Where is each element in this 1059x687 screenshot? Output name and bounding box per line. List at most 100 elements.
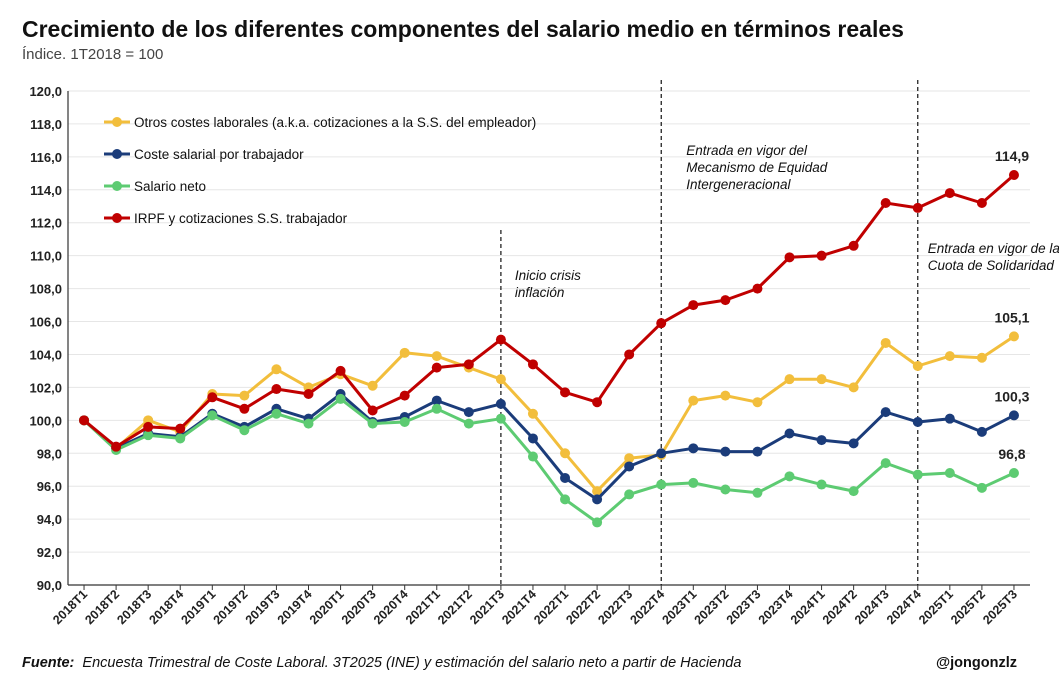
data-point: [431, 351, 442, 362]
legend-swatch-marker: [112, 149, 122, 159]
data-point: [848, 486, 859, 497]
data-point: [880, 458, 891, 469]
end-value-label: 114,9: [995, 148, 1029, 164]
data-point: [560, 472, 571, 483]
data-point: [431, 395, 442, 406]
x-tick-label: 2024T3: [852, 587, 892, 627]
x-tick-label: 2021T2: [435, 587, 475, 627]
x-tick-label: 2023T2: [692, 587, 732, 627]
data-point: [816, 479, 827, 490]
end-value-label: 105,1: [994, 309, 1029, 325]
data-point: [944, 468, 955, 479]
data-point: [976, 197, 987, 208]
x-tick-label: 2024T4: [884, 587, 924, 627]
x-tick-label: 2025T3: [980, 587, 1020, 627]
data-point: [912, 360, 923, 371]
data-point: [848, 240, 859, 251]
data-point: [752, 397, 763, 408]
data-point: [335, 365, 346, 376]
data-point: [527, 359, 538, 370]
legend-label: Otros costes laborales (a.k.a. cotizacio…: [134, 115, 536, 130]
x-tick-label: 2019T3: [243, 587, 283, 627]
data-point: [495, 334, 506, 345]
y-tick-label: 90,0: [37, 578, 62, 593]
x-tick-label: 2025T1: [916, 587, 956, 627]
data-point: [399, 347, 410, 358]
x-tick-label: 2019T1: [179, 587, 219, 627]
data-point: [175, 433, 186, 444]
data-point: [527, 433, 538, 444]
y-tick-label: 98,0: [37, 446, 62, 461]
source-text: Encuesta Trimestral de Coste Laboral. 3T…: [82, 655, 742, 671]
x-tick-label: 2025T2: [948, 587, 988, 627]
x-tick-label: 2021T3: [467, 587, 507, 627]
x-tick-label: 2020T4: [371, 587, 411, 627]
data-point: [335, 393, 346, 404]
data-point: [463, 418, 474, 429]
data-point: [976, 482, 987, 493]
y-tick-label: 92,0: [37, 545, 62, 560]
data-point: [239, 425, 250, 436]
data-point: [880, 197, 891, 208]
data-point: [912, 202, 923, 213]
data-point: [880, 407, 891, 418]
source-label: Fuente:: [22, 655, 75, 671]
data-point: [271, 384, 282, 395]
legend-swatch-marker: [112, 213, 122, 223]
data-point: [175, 423, 186, 434]
data-point: [367, 380, 378, 391]
y-tick-label: 112,0: [30, 216, 62, 231]
y-tick-label: 120,0: [29, 84, 62, 99]
x-tick-label: 2018T1: [50, 587, 90, 627]
data-point: [752, 446, 763, 457]
data-point: [1008, 331, 1019, 342]
data-point: [656, 479, 667, 490]
x-tick-label: 2022T4: [627, 587, 667, 627]
data-point: [784, 471, 795, 482]
data-point: [720, 390, 731, 401]
data-point: [495, 374, 506, 385]
x-tick-label: 2022T1: [531, 587, 571, 627]
data-point: [880, 337, 891, 348]
data-point: [1008, 169, 1019, 180]
data-point: [752, 487, 763, 498]
y-tick-label: 116,0: [30, 150, 62, 165]
data-point: [912, 416, 923, 427]
x-tick-label: 2018T2: [82, 587, 122, 627]
data-point: [143, 430, 154, 441]
data-point: [848, 382, 859, 393]
data-point: [752, 283, 763, 294]
series-line: [83, 392, 1015, 501]
data-point: [784, 252, 795, 263]
data-point: [784, 374, 795, 385]
data-point: [463, 359, 474, 370]
series-line: [83, 335, 1015, 493]
y-tick-label: 100,0: [29, 413, 62, 428]
legend-label: Salario neto: [134, 179, 206, 194]
y-tick-label: 94,0: [37, 512, 62, 527]
data-point: [303, 418, 314, 429]
y-tick-label: 96,0: [37, 479, 62, 494]
source-note: Fuente: Encuesta Trimestral de Coste Lab…: [22, 655, 741, 671]
data-point: [688, 443, 699, 454]
data-point: [207, 410, 218, 421]
data-point: [816, 435, 827, 446]
data-point: [656, 448, 667, 459]
data-point: [624, 461, 635, 472]
data-point: [624, 453, 635, 464]
data-point: [560, 448, 571, 459]
x-tick-label: 2024T1: [788, 587, 828, 627]
data-point: [239, 390, 250, 401]
data-point: [431, 403, 442, 414]
data-point: [367, 418, 378, 429]
data-point: [399, 416, 410, 427]
chart-title: Crecimiento de los diferentes componente…: [22, 16, 904, 42]
data-point: [303, 388, 314, 399]
data-point: [816, 374, 827, 385]
x-tick-label: 2022T3: [595, 587, 635, 627]
data-point: [688, 395, 699, 406]
data-point: [495, 413, 506, 424]
x-tick-label: 2023T3: [724, 587, 764, 627]
data-point: [592, 517, 603, 528]
